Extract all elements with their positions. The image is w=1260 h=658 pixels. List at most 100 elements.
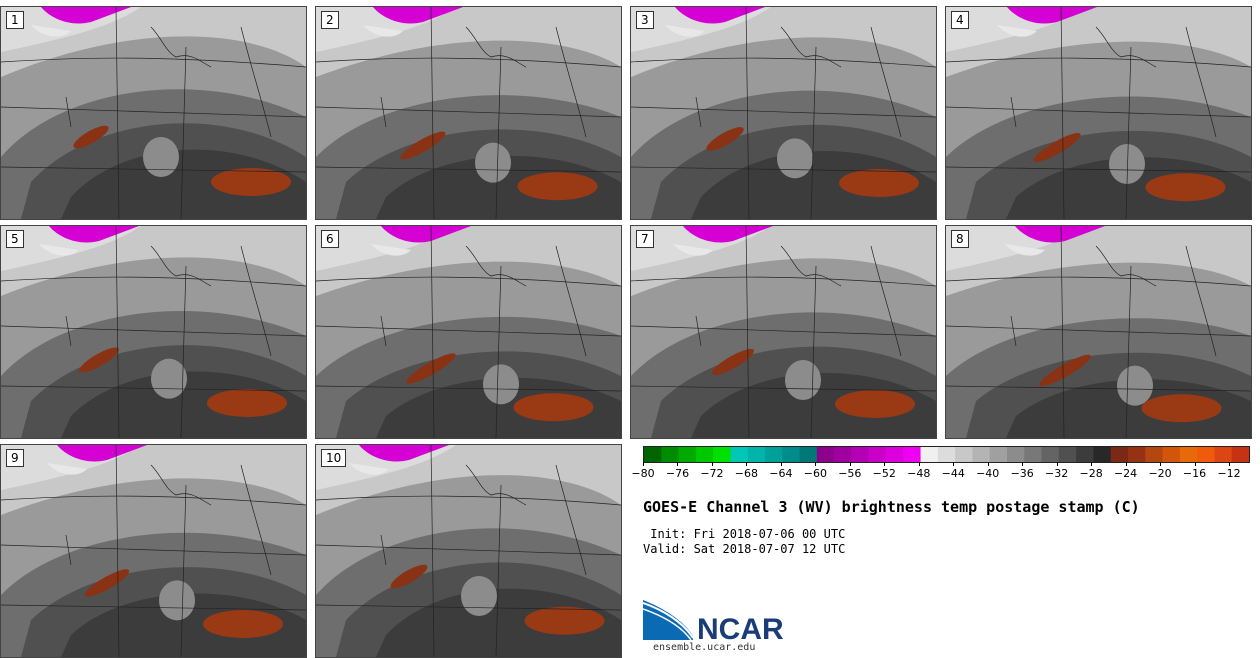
colorbar-segment xyxy=(868,447,887,462)
colorbar-tick-label: −68 xyxy=(734,467,759,480)
colorbar-segment xyxy=(661,447,680,462)
colorbar-tick-label: −20 xyxy=(1148,467,1172,480)
member-number: 9 xyxy=(6,449,24,467)
colorbar-segment xyxy=(644,447,662,462)
colorbar-segment xyxy=(1145,447,1164,462)
colorbar-tick xyxy=(1125,462,1127,466)
colorbar-tick xyxy=(815,462,817,466)
member-number: 8 xyxy=(951,230,969,248)
colorbar-segment xyxy=(1076,447,1094,462)
colorbar-tick-label: −64 xyxy=(769,467,793,480)
valid-time: Valid: Sat 2018-07-07 12 UTC xyxy=(643,542,846,556)
member-panel: 4 xyxy=(945,6,1252,220)
colorbar-segment xyxy=(903,447,922,462)
colorbar-segment xyxy=(765,447,783,462)
colorbar-segment xyxy=(695,447,714,462)
colorbar-tick xyxy=(953,462,955,466)
colorbar-tick xyxy=(1056,462,1058,466)
colorbar-segment xyxy=(834,447,852,462)
member-number: 4 xyxy=(951,11,969,29)
ncar-logo: NCAR xyxy=(643,600,784,645)
colorbar-segment xyxy=(713,447,731,462)
wv-map xyxy=(316,7,621,219)
colorbar-tick-label: −72 xyxy=(700,467,724,480)
wv-map xyxy=(631,226,936,438)
colorbar-tick-label: −80 xyxy=(631,467,655,480)
colorbar-segment xyxy=(678,447,697,462)
colorbar-tick xyxy=(677,462,679,466)
colorbar-segment xyxy=(937,447,956,462)
member-panel: 3 xyxy=(630,6,937,220)
wv-map xyxy=(316,226,621,438)
colorbar-tick-label: −76 xyxy=(665,467,690,480)
colorbar-segment xyxy=(989,447,1008,462)
member-number: 5 xyxy=(6,230,24,248)
colorbar-segment xyxy=(972,447,991,462)
member-number: 6 xyxy=(321,230,339,248)
wv-map xyxy=(1,7,306,219)
colorbar-segment xyxy=(1179,447,1198,462)
member-number: 3 xyxy=(636,11,654,29)
colorbar-tick xyxy=(746,462,748,466)
wv-map xyxy=(1,445,306,657)
colorbar-segment xyxy=(730,447,749,462)
colorbar-tick xyxy=(1091,462,1093,466)
figure-title: GOES-E Channel 3 (WV) brightness temp po… xyxy=(643,498,1140,516)
colorbar-tick-label: −32 xyxy=(1045,467,1069,480)
colorbar-segment xyxy=(1110,447,1129,462)
logo-text: NCAR xyxy=(697,613,784,645)
member-panel: 9 xyxy=(0,444,307,658)
colorbar-tick xyxy=(780,462,782,466)
colorbar-tick-label: −36 xyxy=(1010,467,1034,480)
member-number: 10 xyxy=(321,449,347,467)
member-number: 7 xyxy=(636,230,654,248)
colorbar-segment xyxy=(1128,447,1146,462)
colorbar-segment xyxy=(1197,447,1215,462)
colorbar-tick-label: −44 xyxy=(941,467,965,480)
colorbar-tick-label: −60 xyxy=(803,467,827,480)
colorbar-tick xyxy=(1194,462,1196,466)
colorbar-segment xyxy=(816,447,835,462)
colorbar-tick xyxy=(1022,462,1024,466)
colorbar-tick xyxy=(849,462,851,466)
colorbar-tick-label: −48 xyxy=(907,467,931,480)
member-panel: 5 xyxy=(0,225,307,439)
colorbar-tick xyxy=(884,462,886,466)
colorbar-tick xyxy=(643,462,644,466)
wv-map xyxy=(946,226,1251,438)
colorbar-tick xyxy=(1160,462,1162,466)
colorbar-segment xyxy=(920,447,939,462)
colorbar-tick-label: −52 xyxy=(872,467,896,480)
member-panel: 10 xyxy=(315,444,622,658)
colorbar-segment xyxy=(955,447,973,462)
colorbar-segment xyxy=(799,447,818,462)
init-time: Init: Fri 2018-07-06 00 UTC xyxy=(643,527,846,541)
colorbar-tick-label: −12 xyxy=(1217,467,1241,480)
colorbar-tick xyxy=(987,462,989,466)
colorbar-tick-label: −16 xyxy=(1182,467,1207,480)
colorbar-tick xyxy=(1229,462,1230,466)
member-panel: 8 xyxy=(945,225,1252,439)
site-url: ensemble.ucar.edu xyxy=(653,642,756,653)
colorbar-segment xyxy=(1024,447,1043,462)
colorbar-segment xyxy=(886,447,904,462)
wv-map xyxy=(946,7,1251,219)
wv-map xyxy=(316,445,621,657)
member-panel: 7 xyxy=(630,225,937,439)
colorbar-tick-label: −24 xyxy=(1113,467,1138,480)
colorbar xyxy=(643,446,1250,463)
member-panel: 6 xyxy=(315,225,622,439)
colorbar-segment xyxy=(782,447,801,462)
colorbar-tick-label: −56 xyxy=(838,467,862,480)
colorbar-segment xyxy=(1231,447,1249,462)
wv-map xyxy=(631,7,936,219)
colorbar-tick-label: −40 xyxy=(976,467,1000,480)
colorbar-segment xyxy=(1162,447,1181,462)
colorbar-tick xyxy=(918,462,920,466)
colorbar-segment xyxy=(1007,447,1025,462)
colorbar-tick xyxy=(711,462,713,466)
member-panel: 2 xyxy=(315,6,622,220)
colorbar-segment xyxy=(747,447,766,462)
member-number: 2 xyxy=(321,11,339,29)
colorbar-tick-label: −28 xyxy=(1079,467,1103,480)
